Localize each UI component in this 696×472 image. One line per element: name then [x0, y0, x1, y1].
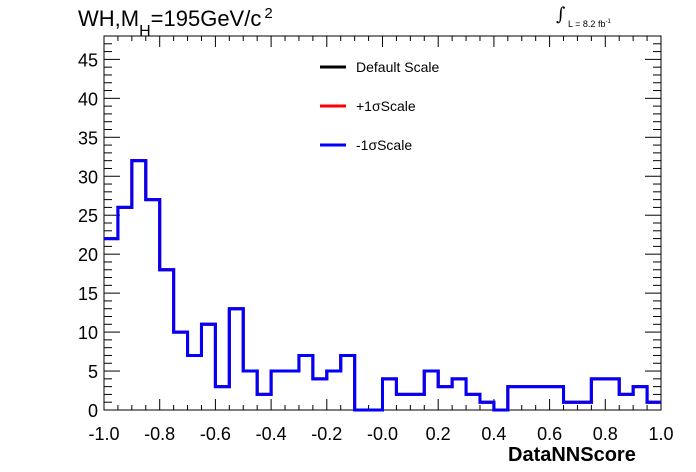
x-tick-label: 0.2 — [426, 424, 451, 444]
luminosity-value: L = 8.2 fb — [568, 19, 606, 29]
title-prefix: WH,M — [78, 6, 140, 31]
legend-label-plus1sigma: +1σScale — [356, 98, 416, 114]
title-main-text: =195GeV/c — [150, 6, 262, 31]
axis-ticks: -1.0 -0.8 -0.6 -0.4 -0.2 -0.0 0.2 0.4 0.6 0.8 1.0 0… — [78, 35, 674, 444]
series-layer — [104, 159, 661, 412]
luminosity-text: L = 8.2 fb-1 — [568, 19, 611, 29]
y-tick-label: 30 — [78, 167, 98, 187]
x-axis-label: DataNNScore — [508, 444, 636, 466]
y-tick-label: 25 — [78, 206, 98, 226]
y-tick-label: 35 — [78, 128, 98, 148]
legend-label-minus1sigma: -1σScale — [356, 137, 413, 153]
legend-label-default: Default Scale — [356, 59, 440, 75]
y-tick-label: 15 — [78, 284, 98, 304]
luminosity-unit-exponent: -1 — [605, 19, 611, 25]
x-tick-label: 0.4 — [481, 424, 506, 444]
y-tick-label: 5 — [88, 362, 98, 382]
y-tick-label: 20 — [78, 245, 98, 265]
x-tick-label: 0.6 — [537, 424, 562, 444]
x-tick-label: -0.0 — [367, 424, 398, 444]
y-tick-label: 10 — [78, 323, 98, 343]
series-line-2 — [104, 159, 661, 412]
y-tick-label: 40 — [78, 89, 98, 109]
x-tick-label: -0.8 — [144, 424, 175, 444]
chart-title: WH,MH=195GeV/c 2 — [78, 5, 273, 40]
title-superscript: 2 — [264, 5, 273, 22]
x-tick-label: -0.4 — [256, 424, 287, 444]
x-tick-label: -1.0 — [88, 424, 119, 444]
legend-lines — [320, 65, 346, 147]
title-subscript: H — [139, 23, 151, 40]
series-line-0 — [104, 159, 661, 412]
y-tick-label: 0 — [88, 401, 98, 421]
integral-symbol: ∫ — [556, 4, 566, 25]
x-tick-label: 1.0 — [648, 424, 673, 444]
x-tick-label: 0.8 — [593, 424, 618, 444]
y-tick-label: 45 — [78, 50, 98, 70]
series-line-1 — [104, 159, 661, 412]
x-tick-label: -0.2 — [311, 424, 342, 444]
x-tick-label: -0.6 — [200, 424, 231, 444]
